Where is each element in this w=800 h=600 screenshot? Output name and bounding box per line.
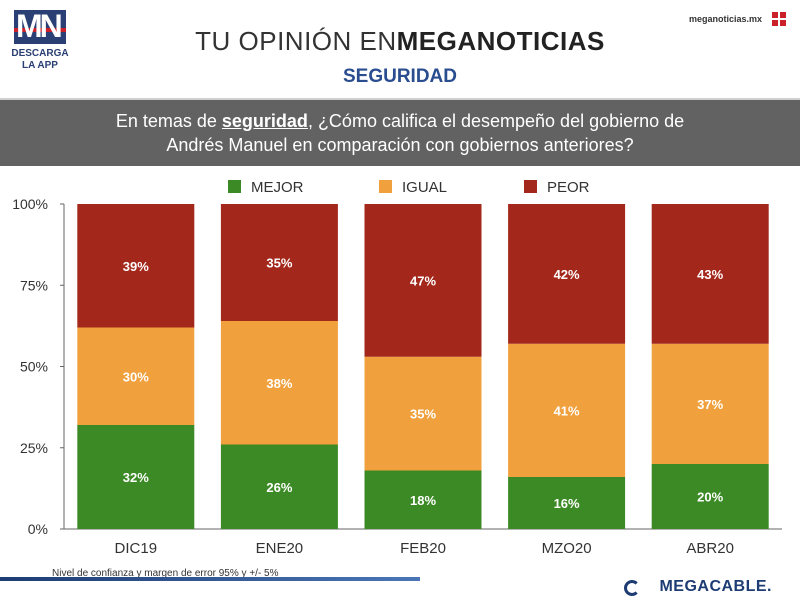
legend-swatch-mejor — [228, 180, 241, 193]
site-link[interactable]: meganoticias.mx — [688, 14, 762, 24]
question-band: En temas de seguridad, ¿Cómo califica el… — [0, 100, 800, 166]
data-label: 18% — [410, 493, 436, 508]
data-label: 38% — [266, 376, 292, 391]
question-line-2: Andrés Manuel en comparación con gobiern… — [166, 135, 634, 155]
bar-mejor-abr20 — [651, 464, 769, 529]
bar-peor-dic19 — [77, 204, 195, 328]
x-tick-label: MZO20 — [542, 540, 592, 557]
page-title: TU OPINIÓN ENMEGANOTICIAS — [0, 26, 800, 57]
legend-swatch-igual — [379, 180, 392, 193]
x-tick-label: FEB20 — [400, 540, 446, 557]
question-highlight: seguridad — [221, 111, 308, 131]
data-label: 37% — [697, 397, 723, 412]
data-label: 26% — [266, 480, 292, 495]
footer-bar — [0, 577, 420, 581]
legend-label-mejor: MEJOR — [251, 179, 304, 196]
y-tick-label: 25% — [20, 440, 48, 456]
bar-mejor-mzo20 — [508, 477, 626, 529]
bar-peor-feb20 — [364, 204, 482, 357]
megacable-icon — [624, 580, 640, 596]
y-tick-label: 50% — [20, 359, 48, 375]
x-tick-label: DIC19 — [115, 540, 158, 557]
question-line-1: En temas de seguridad, ¿Cómo califica el… — [115, 111, 685, 131]
data-label: 30% — [123, 369, 149, 384]
y-tick-label: 75% — [20, 277, 48, 293]
page-subtitle: SEGURIDAD — [342, 66, 457, 87]
data-label: 47% — [410, 273, 436, 288]
data-label: 42% — [554, 267, 580, 282]
footer: Nivel de confianza y margen de error 95%… — [0, 568, 800, 600]
y-tick-label: 0% — [28, 521, 48, 537]
x-tick-label: ENE20 — [256, 540, 304, 557]
data-label: 32% — [123, 470, 149, 485]
confidence-note: Nivel de confianza y margen de error 95%… — [52, 568, 279, 579]
bar-peor-abr20 — [651, 204, 769, 344]
title-brand: MEGANOTICIAS — [396, 26, 605, 56]
header-divider — [0, 98, 800, 100]
sponsor-logo: MEGACABLE. — [659, 578, 772, 595]
bar-mejor-ene20 — [220, 444, 338, 529]
grid-icon — [772, 12, 786, 26]
bar-igual-abr20 — [651, 343, 769, 464]
y-tick-label: 100% — [12, 196, 48, 212]
data-label: 43% — [697, 267, 723, 282]
bar-igual-dic19 — [77, 327, 195, 425]
x-tick-label: ABR20 — [686, 540, 734, 557]
legend-label-igual: IGUAL — [402, 179, 447, 196]
bar-mejor-feb20 — [364, 470, 482, 529]
title-prefix: TU OPINIÓN EN — [195, 26, 397, 56]
data-label: 35% — [266, 256, 292, 271]
data-label: 39% — [123, 259, 149, 274]
data-label: 41% — [554, 403, 580, 418]
data-label: 20% — [697, 490, 723, 505]
data-label: 16% — [554, 496, 580, 511]
bar-igual-mzo20 — [508, 343, 626, 477]
app-logo[interactable]: MN DESCARGA LA APP — [10, 10, 70, 78]
legend-swatch-peor — [524, 180, 537, 193]
bar-peor-mzo20 — [508, 204, 626, 344]
stacked-bar-chart: MEJOR IGUAL PEOR 0% 25% 50% 75% 100% 32% 30% 39% DI… — [12, 179, 782, 557]
bar-igual-feb20 — [364, 356, 482, 471]
bar-peor-ene20 — [220, 204, 338, 321]
data-label: 35% — [410, 407, 436, 422]
legend-label-peor: PEOR — [547, 179, 590, 196]
mn-logo-mark: MN — [14, 10, 66, 44]
logo-caption: DESCARGA LA APP — [11, 48, 69, 71]
bar-mejor-dic19 — [77, 425, 195, 529]
bar-igual-ene20 — [220, 321, 338, 445]
